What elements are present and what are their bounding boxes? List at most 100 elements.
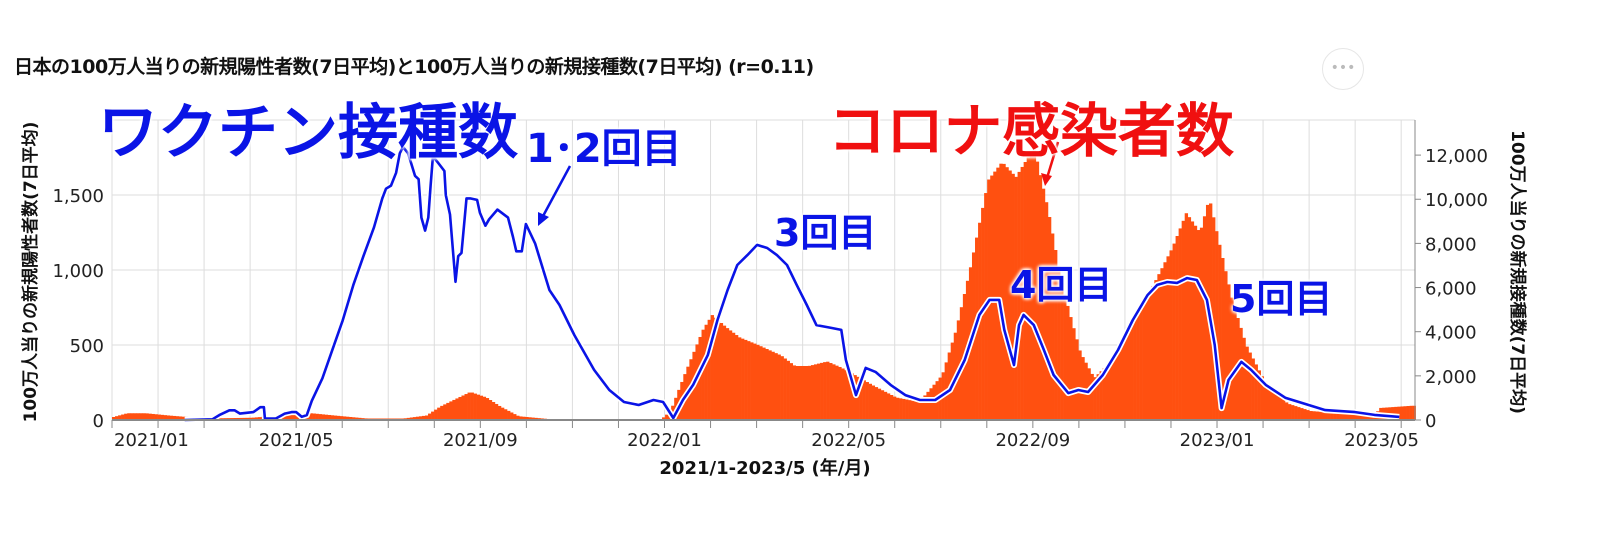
cases-bar bbox=[1370, 415, 1374, 420]
cases-bar bbox=[291, 414, 295, 420]
cases-bar bbox=[1272, 390, 1277, 420]
cases-bar bbox=[871, 385, 876, 420]
cases-bar bbox=[507, 410, 511, 420]
cases-bar bbox=[479, 395, 484, 420]
cases-bar bbox=[1050, 233, 1055, 420]
annotation-dose5: 5回目 bbox=[1230, 277, 1333, 321]
cases-bar bbox=[452, 399, 456, 420]
cases-bar bbox=[251, 417, 256, 420]
cases-bar bbox=[1151, 286, 1155, 420]
cases-bar bbox=[1148, 291, 1152, 420]
annotation-dose12: 1･2回目 bbox=[526, 126, 682, 172]
cases-bar bbox=[491, 402, 496, 420]
cases-bar bbox=[1069, 317, 1073, 420]
cases-bar bbox=[1284, 402, 1289, 420]
cases-bar bbox=[1011, 173, 1015, 420]
cases-bar bbox=[1333, 412, 1337, 420]
cases-bar bbox=[734, 335, 739, 420]
cases-bar bbox=[1169, 250, 1173, 420]
cases-bar bbox=[1297, 407, 1301, 420]
cases-bar bbox=[777, 354, 781, 420]
cases-bar bbox=[1066, 305, 1070, 420]
cases-bar bbox=[1409, 405, 1413, 420]
cases-bar bbox=[1291, 405, 1295, 420]
cases-bar bbox=[877, 388, 882, 420]
cases-bar bbox=[428, 413, 432, 420]
cases-bar bbox=[750, 342, 754, 420]
cases-bar bbox=[516, 415, 520, 420]
y-right-tick-label: 6,000 bbox=[1425, 279, 1477, 300]
cases-bar bbox=[917, 401, 921, 420]
cases-bar bbox=[534, 417, 538, 420]
cases-bar bbox=[510, 412, 514, 420]
cases-bar bbox=[841, 368, 845, 420]
cases-bar bbox=[920, 398, 924, 420]
cases-bar bbox=[1044, 202, 1049, 420]
cases-bar bbox=[1020, 166, 1024, 420]
cases-bar bbox=[1139, 306, 1143, 420]
cases-bar bbox=[461, 395, 465, 420]
cases-bar bbox=[163, 415, 167, 420]
cases-bar bbox=[1266, 384, 1271, 420]
cases-bar bbox=[1281, 399, 1286, 420]
cases-bar bbox=[707, 319, 711, 420]
cases-bar bbox=[868, 383, 872, 420]
cases-bar bbox=[1057, 266, 1061, 420]
cases-bar bbox=[1367, 415, 1371, 420]
cases-bar bbox=[1172, 243, 1176, 420]
cases-bar bbox=[1199, 227, 1204, 420]
cases-bar bbox=[731, 332, 736, 420]
x-tick-label: 2021/05 bbox=[259, 430, 334, 451]
cases-bar bbox=[813, 364, 818, 420]
y-left-tick-label: 1,500 bbox=[52, 186, 104, 207]
cases-bar bbox=[309, 413, 313, 420]
cases-bar bbox=[783, 358, 787, 420]
cases-bar bbox=[993, 171, 997, 420]
cases-bar bbox=[1190, 221, 1195, 420]
cases-bar bbox=[169, 415, 174, 420]
cases-bar bbox=[339, 416, 344, 420]
cases-bar bbox=[248, 417, 253, 420]
cases-bar bbox=[473, 393, 477, 420]
cases-bar bbox=[908, 400, 912, 420]
cases-bar bbox=[470, 392, 474, 420]
cases-bar bbox=[121, 414, 125, 420]
cases-bar bbox=[345, 416, 350, 420]
cases-bar bbox=[525, 417, 529, 420]
cases-bar bbox=[1212, 217, 1216, 420]
cases-bar bbox=[905, 399, 909, 420]
cases-bar bbox=[1178, 228, 1182, 420]
cases-bar bbox=[504, 409, 508, 420]
cases-bar bbox=[1288, 404, 1292, 420]
cases-bar bbox=[1157, 274, 1161, 420]
cases-bar bbox=[513, 414, 517, 420]
cases-bar bbox=[1239, 327, 1243, 420]
annotation-vaccine: ワクチン接種数 bbox=[98, 98, 518, 168]
cases-bar bbox=[859, 378, 863, 420]
cases-bar bbox=[412, 417, 417, 420]
cases-bar bbox=[856, 376, 860, 420]
cases-bar bbox=[1090, 373, 1094, 420]
cases-bar bbox=[1260, 376, 1265, 420]
cases-bar bbox=[127, 413, 131, 420]
cases-bar bbox=[324, 414, 329, 420]
cases-bar bbox=[418, 416, 423, 420]
cases-bar bbox=[883, 391, 888, 420]
cases-bar bbox=[1035, 161, 1040, 420]
cases-bar bbox=[239, 417, 243, 420]
cases-bar bbox=[826, 361, 830, 420]
cases-bar bbox=[1038, 175, 1043, 420]
y-left-tick-label: 0 bbox=[93, 411, 104, 432]
cases-bar bbox=[1166, 256, 1170, 420]
cases-bar bbox=[1145, 297, 1149, 420]
cases-bar bbox=[145, 413, 149, 420]
more-options-button[interactable]: ••• bbox=[1322, 48, 1364, 90]
cases-bar bbox=[437, 407, 441, 420]
cases-bar bbox=[142, 413, 146, 420]
cases-bar bbox=[312, 413, 316, 420]
cases-bar bbox=[1160, 268, 1164, 420]
cases-bar bbox=[1233, 308, 1237, 420]
cases-bar bbox=[500, 407, 505, 420]
cases-bar bbox=[1230, 297, 1234, 420]
cases-bar bbox=[1306, 410, 1310, 420]
